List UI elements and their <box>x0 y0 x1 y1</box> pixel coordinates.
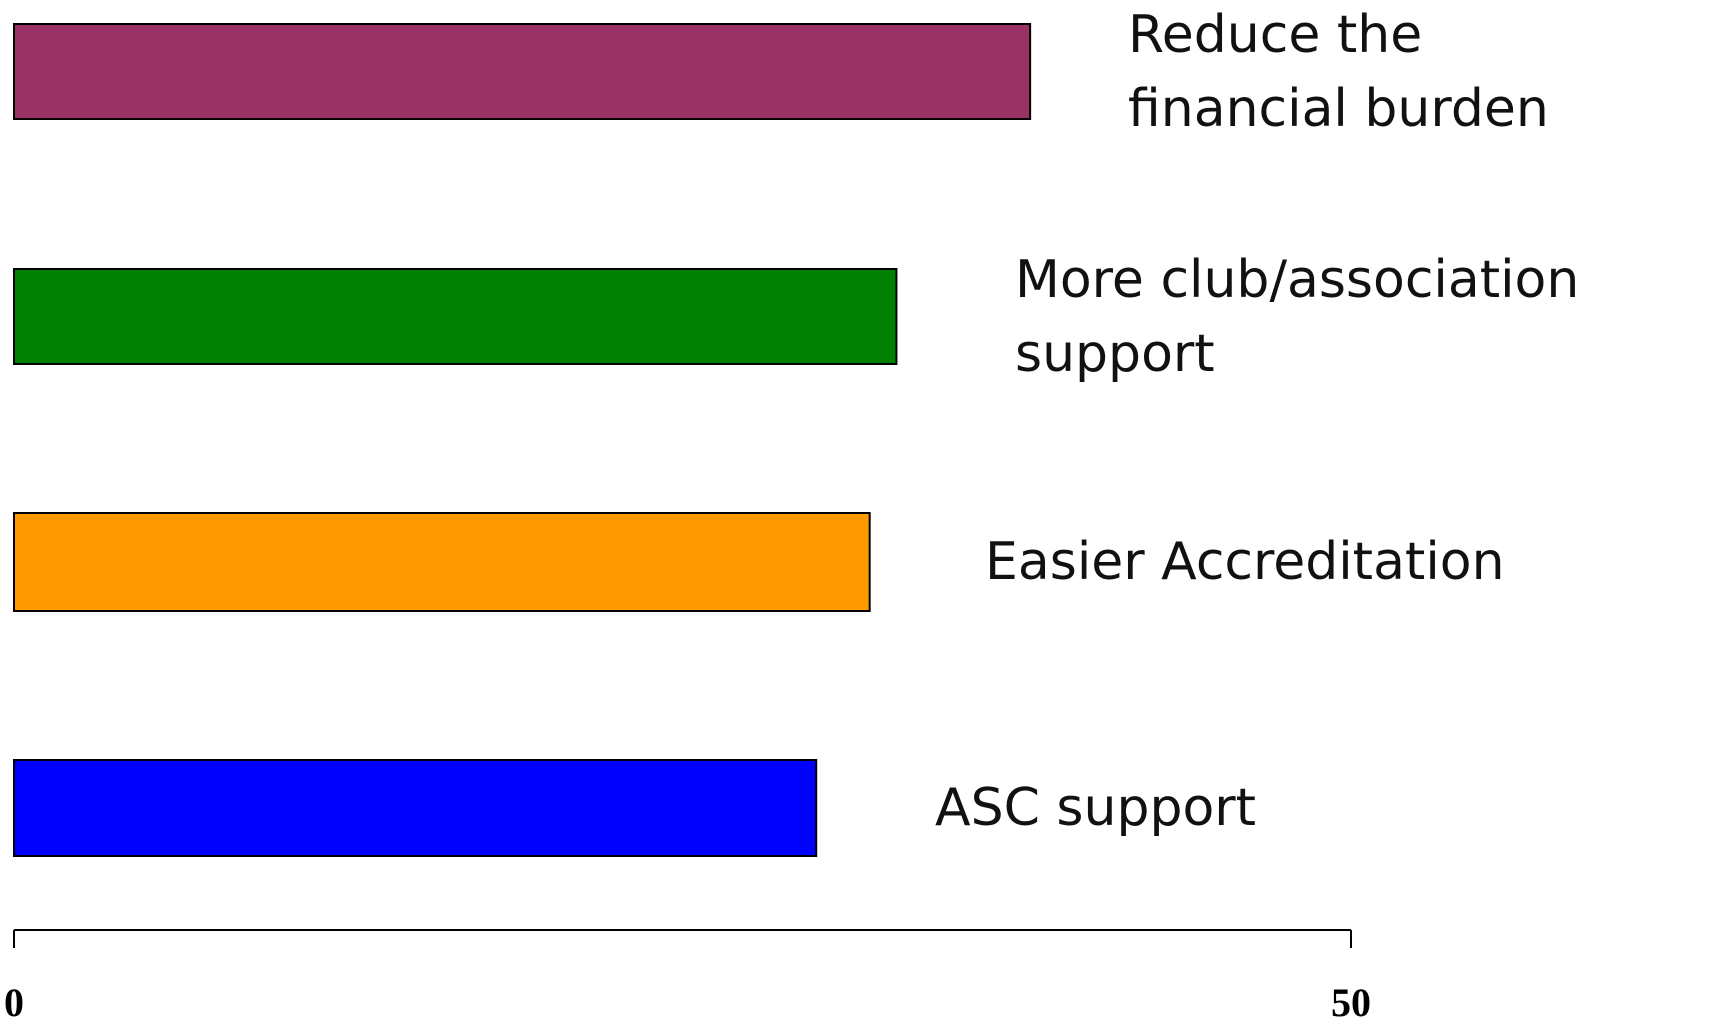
category-label: Easier Accreditation <box>985 532 1505 592</box>
category-label: More club/association support <box>1015 249 1580 384</box>
bar <box>13 268 898 365</box>
bar <box>13 512 871 612</box>
x-tick-label: 50 <box>1331 980 1371 1025</box>
category-label: Reduce the financial burden <box>1128 4 1549 139</box>
category-label: ASC support <box>935 778 1257 838</box>
bar <box>13 759 818 857</box>
bar <box>13 23 1032 120</box>
x-tick-label: 0 <box>4 980 24 1025</box>
